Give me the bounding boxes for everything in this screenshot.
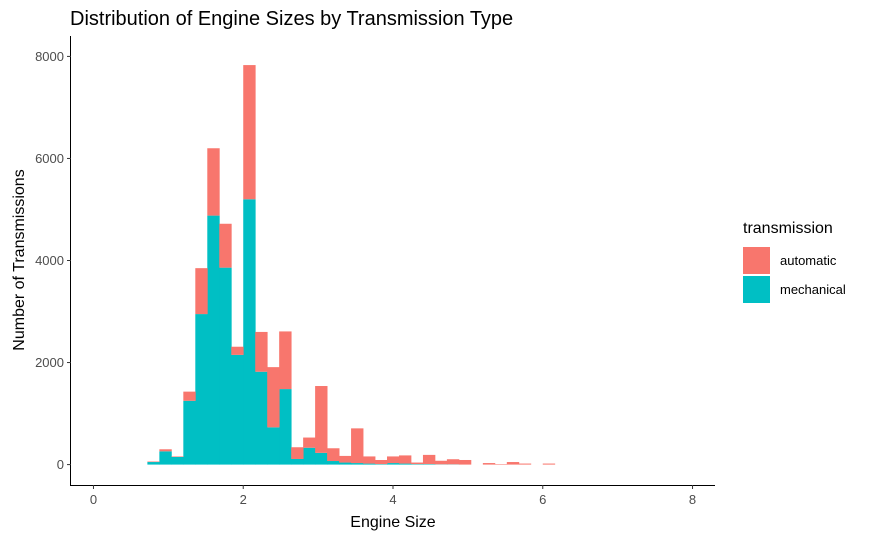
bar-mechanical xyxy=(327,461,340,465)
legend-title: transmission xyxy=(743,220,833,237)
x-tick-label: 6 xyxy=(539,492,546,507)
bar-mechanical xyxy=(315,452,328,465)
bar-automatic xyxy=(363,456,376,464)
y-axis-ticks: 0 2000 4000 6000 8000 xyxy=(35,49,71,472)
y-tick-label: 4000 xyxy=(35,253,64,268)
bar-automatic xyxy=(482,463,496,465)
bar-automatic xyxy=(171,456,184,457)
mechanical-bars xyxy=(147,199,460,465)
bar-automatic xyxy=(207,148,220,216)
legend-label-mechanical: mechanical xyxy=(780,282,846,297)
bar-mechanical xyxy=(291,458,304,465)
bar-automatic xyxy=(183,391,196,401)
legend-item-automatic: automatic xyxy=(743,246,846,275)
y-tick-label: 8000 xyxy=(35,49,64,64)
x-axis-ticks: 0 2 4 6 8 xyxy=(90,485,696,507)
bar-automatic xyxy=(410,462,424,465)
bar-automatic xyxy=(243,65,256,200)
legend-item-mechanical: mechanical xyxy=(743,275,846,304)
bar-mechanical xyxy=(255,371,268,465)
bar-automatic xyxy=(147,461,160,463)
bar-automatic xyxy=(458,459,472,465)
x-tick-label: 2 xyxy=(240,492,247,507)
bar-automatic xyxy=(494,464,508,465)
bar-automatic xyxy=(542,463,556,465)
bar-mechanical xyxy=(267,427,280,465)
bar-automatic xyxy=(327,448,340,462)
x-tick-label: 0 xyxy=(90,492,97,507)
bar-mechanical xyxy=(363,463,376,465)
chart-title: Distribution of Engine Sizes by Transmis… xyxy=(70,8,514,30)
y-tick-label: 0 xyxy=(57,457,64,472)
bar-mechanical xyxy=(231,354,244,465)
x-tick-label: 4 xyxy=(389,492,396,507)
bar-mechanical xyxy=(243,199,256,465)
bar-automatic xyxy=(219,223,232,268)
bar-automatic xyxy=(195,268,208,315)
bar-automatic xyxy=(291,447,304,459)
bar-automatic xyxy=(375,459,388,465)
bar-mechanical xyxy=(387,463,400,465)
bar-automatic xyxy=(267,367,280,428)
bar-automatic xyxy=(255,331,268,372)
legend-key-mechanical xyxy=(743,276,770,303)
bar-automatic xyxy=(446,459,460,465)
bar-mechanical xyxy=(171,456,184,465)
bar-mechanical xyxy=(183,400,196,465)
x-axis-title: Engine Size xyxy=(350,514,435,531)
legend-label-automatic: automatic xyxy=(780,253,837,268)
bar-automatic xyxy=(518,463,532,465)
bar-mechanical xyxy=(375,464,388,465)
bar-automatic xyxy=(422,454,436,465)
bar-mechanical xyxy=(195,314,208,465)
automatic-bars xyxy=(147,65,556,465)
y-tick-label: 6000 xyxy=(35,151,64,166)
bar-mechanical xyxy=(159,451,172,465)
bar-mechanical xyxy=(207,215,220,465)
bar-automatic xyxy=(398,455,412,464)
bar-automatic xyxy=(303,437,316,448)
x-tick-label: 8 xyxy=(689,492,696,507)
bar-automatic xyxy=(159,449,172,452)
bar-mechanical xyxy=(351,463,364,465)
bar-mechanical xyxy=(339,462,352,465)
bar-automatic xyxy=(434,460,448,465)
bar-mechanical xyxy=(398,463,412,465)
bar-automatic xyxy=(387,456,400,464)
bar-mechanical xyxy=(147,462,160,465)
legend: transmission automatic mechanical xyxy=(743,220,846,304)
bar-mechanical xyxy=(410,464,424,465)
bar-mechanical xyxy=(219,267,232,465)
bar-automatic xyxy=(339,455,352,463)
bar-automatic xyxy=(351,428,364,464)
bar-mechanical xyxy=(422,464,436,465)
bar-automatic xyxy=(279,331,292,390)
bar-mechanical xyxy=(279,389,292,465)
legend-key-automatic xyxy=(743,247,770,274)
y-tick-label: 2000 xyxy=(35,355,64,370)
bar-automatic xyxy=(315,386,328,453)
y-axis-title: Number of Transmissions xyxy=(11,169,28,350)
bar-mechanical xyxy=(303,447,316,465)
bar-automatic xyxy=(231,346,244,355)
bar-automatic xyxy=(506,462,520,465)
